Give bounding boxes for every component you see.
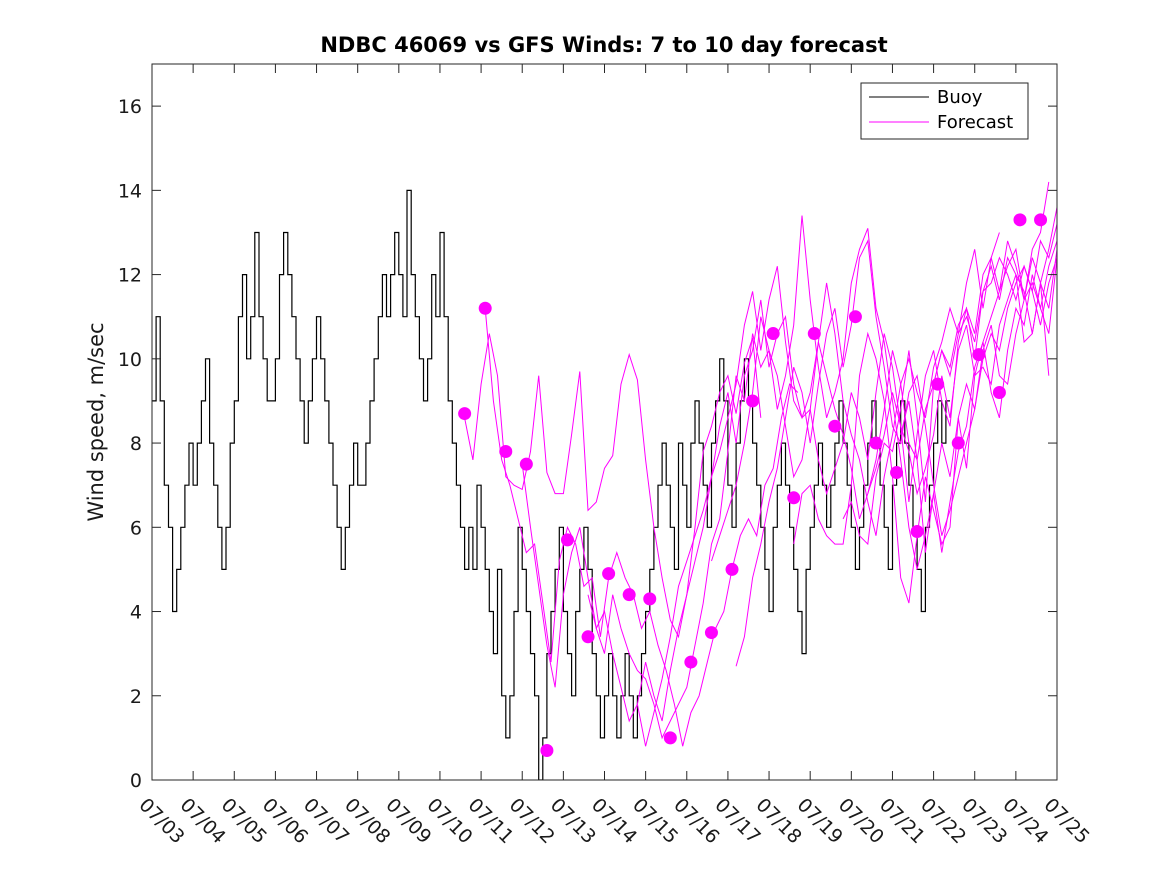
forecast-marker <box>910 525 924 539</box>
forecast-marker <box>1034 213 1048 227</box>
forecast-markers <box>458 213 1048 758</box>
forecast-marker <box>951 436 965 450</box>
forecast-run-line <box>900 223 1057 553</box>
forecast-marker <box>807 327 821 341</box>
y-axis-label: Wind speed, m/sec <box>84 322 108 521</box>
forecast-marker <box>992 386 1006 400</box>
forecast-marker <box>746 394 760 408</box>
forecast-run-line <box>842 256 1057 546</box>
forecast-run-line <box>587 181 1050 747</box>
chart-title: NDBC 46069 vs GFS Winds: 7 to 10 day for… <box>320 33 887 57</box>
forecast-marker <box>828 419 842 433</box>
forecast-marker <box>540 744 554 758</box>
forecast-marker <box>848 310 862 324</box>
forecast-marker <box>478 301 492 315</box>
forecast-marker <box>602 567 616 581</box>
y-tick-label: 10 <box>118 349 142 371</box>
legend-forecast-label: Forecast <box>937 112 1013 133</box>
forecast-marker <box>458 407 472 421</box>
y-axis: 0 2 4 6 8 10 12 14 16 <box>118 96 1057 792</box>
legend: Buoy Forecast <box>860 82 1029 140</box>
y-tick-label: 6 <box>130 517 142 539</box>
forecast-marker <box>581 630 595 644</box>
forecast-marker <box>725 562 739 576</box>
y-tick-label: 16 <box>118 96 142 118</box>
forecast-run-line <box>711 215 1057 570</box>
forecast-marker <box>869 436 883 450</box>
legend-box <box>860 82 1029 140</box>
forecast-run-line <box>793 249 1057 604</box>
forecast-run-line <box>484 308 799 747</box>
forecast-marker <box>663 731 677 745</box>
forecast-run-line <box>867 247 1050 496</box>
forecast-marker <box>787 491 801 505</box>
forecast-series <box>464 181 1057 747</box>
forecast-run-line <box>636 207 1057 722</box>
forecast-marker <box>622 588 636 602</box>
forecast-marker <box>519 457 533 471</box>
forecast-marker <box>704 626 718 640</box>
buoy-line <box>152 189 950 780</box>
forecast-marker <box>766 327 780 341</box>
forecast-marker <box>684 655 698 669</box>
forecast-marker <box>1013 213 1027 227</box>
y-tick-label: 8 <box>130 433 142 455</box>
buoy-series <box>152 189 950 780</box>
forecast-marker <box>499 444 513 458</box>
forecast-run-line <box>521 232 1000 740</box>
forecast-marker <box>931 377 945 391</box>
forecast-marker <box>972 348 986 362</box>
y-tick-label: 12 <box>118 265 142 287</box>
y-tick-label: 2 <box>130 686 142 708</box>
forecast-marker <box>560 533 574 547</box>
legend-buoy-label: Buoy <box>937 87 983 108</box>
forecast-marker <box>890 466 904 480</box>
forecast-run-line <box>464 333 762 639</box>
forecast-run-line <box>735 239 1057 667</box>
y-tick-label: 0 <box>130 770 142 792</box>
y-tick-label: 4 <box>130 602 142 624</box>
forecast-marker <box>643 592 657 606</box>
y-tick-label: 14 <box>118 180 142 202</box>
